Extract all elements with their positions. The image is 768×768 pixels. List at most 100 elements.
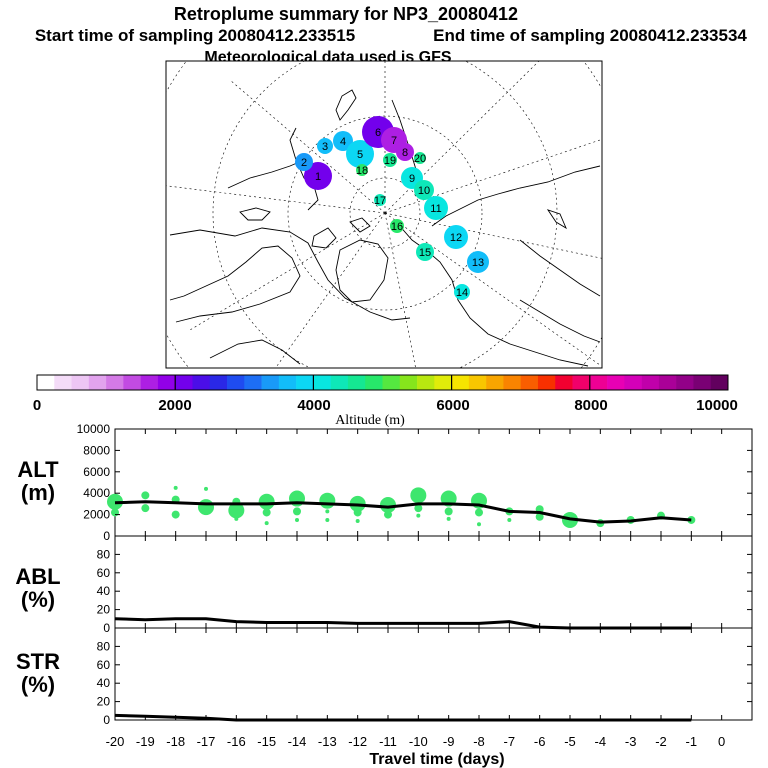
colorbar-cell <box>244 375 262 390</box>
y-tick-label: 20 <box>97 695 111 709</box>
y-tick-label: 6000 <box>83 465 110 479</box>
x-tick-label: -2 <box>655 734 667 749</box>
x-tick-label: -20 <box>106 734 125 749</box>
colorbar-cell <box>537 375 556 390</box>
x-tick-label: -10 <box>409 734 428 749</box>
map-cluster-label: 4 <box>340 136 346 148</box>
colorbar-cell <box>710 375 729 390</box>
colorbar-cell <box>399 375 418 390</box>
map-graticule <box>166 61 602 368</box>
colorbar-cell <box>140 375 159 390</box>
colorbar-cell <box>589 375 608 390</box>
x-tick-label: 0 <box>718 734 725 749</box>
map-cluster-label: 6 <box>375 127 381 139</box>
colorbar-cell <box>486 375 504 390</box>
x-tick-label: -3 <box>625 734 637 749</box>
colorbar-frame <box>36 374 729 391</box>
colorbar-cell <box>676 375 694 390</box>
colorbar-cell <box>468 375 487 390</box>
map-cluster-label: 8 <box>402 147 408 159</box>
colorbar-cell <box>278 375 297 390</box>
colorbar-cell <box>192 375 211 390</box>
alt-cluster-point <box>446 516 451 521</box>
figure-title: Retroplume summary for NP3_20080412 <box>174 4 518 24</box>
y-tick-label: 80 <box>97 547 111 561</box>
alt-cluster-point <box>477 522 481 527</box>
x-tick-label: -19 <box>136 734 155 749</box>
colorbar-cell <box>520 375 539 390</box>
map-cluster-label: 18 <box>356 165 368 177</box>
alt-cluster-point <box>264 521 269 526</box>
abl-panel-frame <box>114 535 753 629</box>
colorbar-cell <box>88 375 107 390</box>
y-tick-label: 20 <box>97 603 111 617</box>
colorbar-cell <box>313 375 331 390</box>
alt-cluster-point <box>293 507 301 516</box>
alt-cluster-point <box>475 508 483 517</box>
colorbar-cell <box>382 375 401 390</box>
y-tick-label: 0 <box>103 529 110 543</box>
colorbar-tick-label: 10000 <box>696 397 738 414</box>
colorbar-cell <box>607 375 625 390</box>
alt-cluster-point <box>353 508 362 517</box>
colorbar-tick-label: 8000 <box>574 397 607 414</box>
map-cluster-label: 14 <box>456 287 468 299</box>
x-tick-label: -1 <box>686 734 698 749</box>
map-cluster-marker <box>444 225 468 249</box>
colorbar-cell <box>641 375 660 390</box>
colorbar-tick-label: 2000 <box>158 397 191 414</box>
map-cluster-label: 11 <box>430 203 441 215</box>
x-tick-label: -9 <box>443 734 455 749</box>
alt-cluster-point <box>535 512 544 521</box>
map-cluster-label: 12 <box>450 232 462 244</box>
colorbar-cell <box>365 375 383 390</box>
alt-cluster-point <box>228 502 245 519</box>
timeseries-panels: ALT (m) ABL (%) STR (%) -20 -19 -18 -17 -16-… <box>15 422 753 768</box>
colorbar-cell <box>693 375 712 390</box>
colorbar-cell <box>624 375 642 390</box>
map-cluster-label: 19 <box>384 155 396 167</box>
x-tick-label: -11 <box>379 734 397 749</box>
colorbar-cell <box>572 375 591 390</box>
colorbar-cell <box>157 375 176 390</box>
x-tick-label: -15 <box>257 734 276 749</box>
map-cluster-marker <box>454 284 470 300</box>
y-tick-label: 2000 <box>83 508 110 522</box>
y-tick-label: 40 <box>97 584 111 598</box>
map-cluster-marker <box>295 153 313 171</box>
colorbar-cell <box>175 375 193 390</box>
str-line <box>114 713 692 722</box>
x-axis-label: Travel time (days) <box>369 751 504 768</box>
map-cluster-label: 10 <box>418 185 430 197</box>
colorbar-cell <box>330 375 349 390</box>
str-panel-label: STR <box>16 649 60 674</box>
altitude-colorbar: 0 2000 4000 6000 8000 10000 Altitude (m) <box>33 374 738 428</box>
alt-cluster-point <box>414 504 423 513</box>
x-tick-label: -18 <box>166 734 185 749</box>
colorbar-cell <box>451 375 470 390</box>
alt-cluster-point <box>295 517 299 522</box>
colorbar-cell <box>555 375 573 390</box>
alt-panel-frame <box>114 428 753 537</box>
y-tick-label: 60 <box>97 566 111 580</box>
map-cluster-label: 7 <box>391 135 397 147</box>
colorbar-cell <box>296 375 314 390</box>
alt-cluster-point <box>234 516 239 521</box>
map-cluster-marker <box>383 153 397 167</box>
end-time-label: End time of sampling 20080412.233534 <box>433 26 747 45</box>
alt-cluster-point <box>380 496 396 513</box>
alt-panel-unit: (m) <box>21 480 55 505</box>
map-cluster-label: 3 <box>322 141 328 153</box>
map-cluster-marker <box>374 194 386 206</box>
map-cluster-label: 13 <box>472 257 484 269</box>
colorbar-cell <box>54 375 72 390</box>
map-cluster-marker <box>356 164 368 176</box>
y-tick-label: 0 <box>103 713 110 727</box>
map-cluster-marker <box>317 138 333 154</box>
colorbar-cell <box>503 375 521 390</box>
abl-line <box>114 617 692 630</box>
alt-cluster-point <box>325 517 330 522</box>
